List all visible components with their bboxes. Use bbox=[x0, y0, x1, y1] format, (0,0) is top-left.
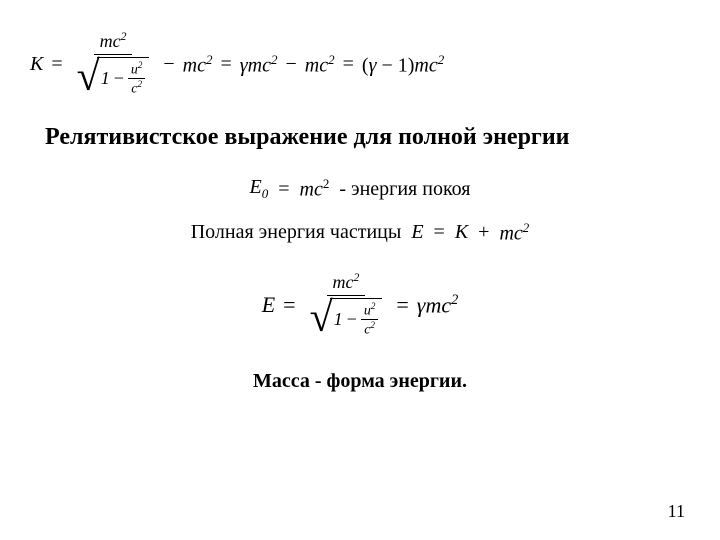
page-number: 11 bbox=[668, 501, 685, 522]
rest-energy-label: - энергия покоя bbox=[339, 178, 470, 201]
kinetic-energy-equation: K = mc2 √ 1 − u2 c2 − mc2 = γmc2 − mc2 =… bbox=[30, 30, 690, 99]
numerator-1: mc2 bbox=[94, 30, 133, 55]
total-energy-line: Полная энергия частицы E = K + mc2 bbox=[30, 220, 690, 246]
var-K: K bbox=[30, 53, 43, 76]
total-energy-equation: E = mc2 √ 1 − u2 c2 = γmc2 bbox=[30, 271, 690, 340]
fraction-1: mc2 √ 1 − u2 c2 bbox=[71, 30, 156, 99]
mass-energy-label: Масса - форма энергии. bbox=[30, 370, 690, 393]
total-energy-label: Полная энергия частицы bbox=[191, 221, 402, 244]
section-heading: Релятивистское выражение для полной энер… bbox=[30, 124, 690, 151]
denominator-1: √ 1 − u2 c2 bbox=[71, 55, 156, 99]
fraction-2: mc2 √ 1 − u2 c2 bbox=[304, 271, 389, 340]
rest-energy-line: E0 = mc2 - энергия покоя bbox=[30, 176, 690, 202]
op-eq: = bbox=[51, 53, 62, 76]
var-E0: E0 bbox=[250, 176, 269, 202]
